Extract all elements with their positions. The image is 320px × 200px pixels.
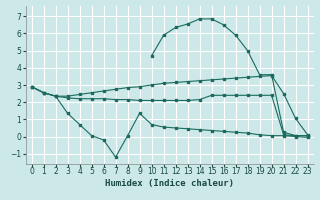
X-axis label: Humidex (Indice chaleur): Humidex (Indice chaleur) — [105, 179, 234, 188]
